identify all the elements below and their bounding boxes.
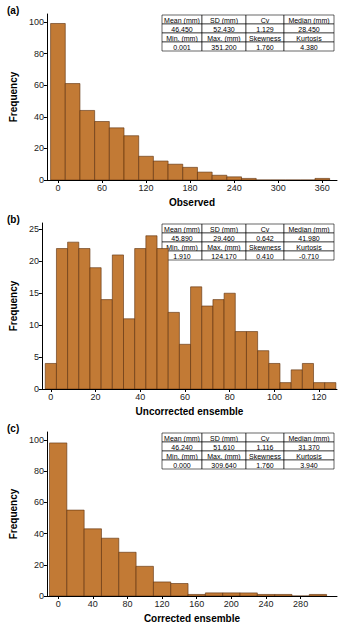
svg-text:Frequency: Frequency [8, 488, 19, 539]
svg-text:Uncorrected ensemble: Uncorrected ensemble [136, 406, 244, 417]
svg-text:80: 80 [34, 49, 44, 59]
svg-text:60: 60 [34, 497, 44, 507]
svg-text:0: 0 [48, 392, 53, 402]
svg-text:100: 100 [29, 435, 44, 445]
svg-text:Skewness: Skewness [249, 244, 281, 251]
svg-text:3.940: 3.940 [300, 462, 318, 469]
svg-text:120: 120 [312, 392, 327, 402]
svg-text:Mean (mm): Mean (mm) [164, 226, 200, 234]
svg-text:46.450: 46.450 [171, 26, 193, 33]
svg-text:240: 240 [258, 599, 273, 609]
svg-text:SD (mm): SD (mm) [210, 435, 238, 443]
svg-text:Kurtosis: Kurtosis [296, 453, 322, 460]
svg-text:28.450: 28.450 [298, 26, 320, 33]
svg-text:Skewness: Skewness [249, 453, 281, 460]
svg-text:20: 20 [29, 256, 39, 266]
svg-text:Max. (mm): Max. (mm) [207, 244, 240, 252]
svg-text:Corrected ensemble: Corrected ensemble [144, 613, 241, 624]
svg-text:Min. (mm): Min. (mm) [166, 35, 198, 43]
svg-text:120: 120 [139, 183, 154, 193]
svg-text:29.460: 29.460 [213, 235, 235, 242]
svg-text:124.170: 124.170 [211, 253, 236, 260]
svg-text:Kurtosis: Kurtosis [296, 35, 322, 42]
svg-text:15: 15 [29, 288, 39, 298]
svg-text:Kurtosis: Kurtosis [296, 244, 322, 251]
svg-text:Frequency: Frequency [8, 71, 19, 122]
svg-text:1.129: 1.129 [256, 26, 274, 33]
svg-text:40: 40 [135, 392, 145, 402]
svg-text:Median (mm): Median (mm) [288, 17, 329, 25]
svg-text:1.760: 1.760 [256, 44, 274, 51]
svg-text:1.760: 1.760 [256, 462, 274, 469]
svg-text:0: 0 [56, 599, 61, 609]
svg-text:120: 120 [155, 599, 170, 609]
svg-text:SD (mm): SD (mm) [210, 17, 238, 25]
svg-text:0: 0 [55, 183, 60, 193]
svg-text:40: 40 [88, 599, 98, 609]
svg-text:309.640: 309.640 [211, 462, 236, 469]
svg-text:0: 0 [34, 384, 39, 394]
svg-text:Frequency: Frequency [8, 280, 19, 331]
svg-text:60: 60 [97, 183, 107, 193]
svg-text:Max. (mm): Max. (mm) [207, 453, 240, 461]
svg-text:0.642: 0.642 [256, 235, 274, 242]
svg-text:Skewness: Skewness [249, 35, 281, 42]
svg-text:Min. (mm): Min. (mm) [166, 244, 198, 252]
svg-text:Cv: Cv [261, 17, 270, 24]
svg-text:100: 100 [267, 392, 282, 402]
svg-text:20: 20 [34, 143, 44, 153]
svg-text:Max. (mm): Max. (mm) [207, 35, 240, 43]
svg-text:80: 80 [225, 392, 235, 402]
svg-text:31.370: 31.370 [298, 444, 320, 451]
svg-text:280: 280 [293, 599, 308, 609]
svg-text:0: 0 [39, 175, 44, 185]
svg-text:180: 180 [183, 183, 198, 193]
svg-text:1.910: 1.910 [173, 253, 191, 260]
svg-text:40: 40 [34, 112, 44, 122]
svg-text:20: 20 [34, 560, 44, 570]
svg-text:360: 360 [315, 183, 330, 193]
svg-text:40: 40 [34, 529, 44, 539]
svg-text:160: 160 [189, 599, 204, 609]
svg-text:25: 25 [29, 224, 39, 234]
svg-text:Cv: Cv [261, 435, 270, 442]
svg-text:20: 20 [91, 392, 101, 402]
svg-text:80: 80 [122, 599, 132, 609]
svg-text:10: 10 [29, 320, 39, 330]
svg-text:51.610: 51.610 [213, 444, 235, 451]
svg-text:351.200: 351.200 [211, 44, 236, 51]
svg-text:45.890: 45.890 [171, 235, 193, 242]
svg-text:200: 200 [224, 599, 239, 609]
svg-text:0: 0 [39, 591, 44, 601]
svg-text:100: 100 [29, 17, 44, 27]
svg-text:300: 300 [271, 183, 286, 193]
svg-text:41.980: 41.980 [298, 235, 320, 242]
svg-text:80: 80 [34, 466, 44, 476]
svg-text:Median (mm): Median (mm) [288, 226, 329, 234]
svg-text:1.116: 1.116 [257, 444, 274, 451]
svg-text:Observed: Observed [169, 197, 215, 208]
svg-text:Mean (mm): Mean (mm) [164, 17, 200, 25]
svg-text:4.380: 4.380 [300, 44, 318, 51]
svg-text:5: 5 [34, 352, 39, 362]
svg-text:-0.710: -0.710 [299, 253, 319, 260]
svg-text:60: 60 [34, 80, 44, 90]
svg-text:Mean (mm): Mean (mm) [164, 435, 200, 443]
svg-text:0.001: 0.001 [173, 44, 191, 51]
svg-text:(c): (c) [7, 423, 19, 434]
svg-text:(b): (b) [7, 214, 20, 225]
svg-text:0.410: 0.410 [256, 253, 274, 260]
svg-text:Min. (mm): Min. (mm) [166, 453, 198, 461]
svg-text:240: 240 [227, 183, 242, 193]
svg-text:52.430: 52.430 [213, 26, 235, 33]
svg-text:SD (mm): SD (mm) [210, 226, 238, 234]
svg-text:46.240: 46.240 [171, 444, 193, 451]
svg-text:Cv: Cv [261, 226, 270, 233]
svg-text:0.000: 0.000 [173, 462, 191, 469]
svg-text:60: 60 [180, 392, 190, 402]
svg-text:Median (mm): Median (mm) [288, 435, 329, 443]
svg-text:(a): (a) [7, 5, 19, 16]
